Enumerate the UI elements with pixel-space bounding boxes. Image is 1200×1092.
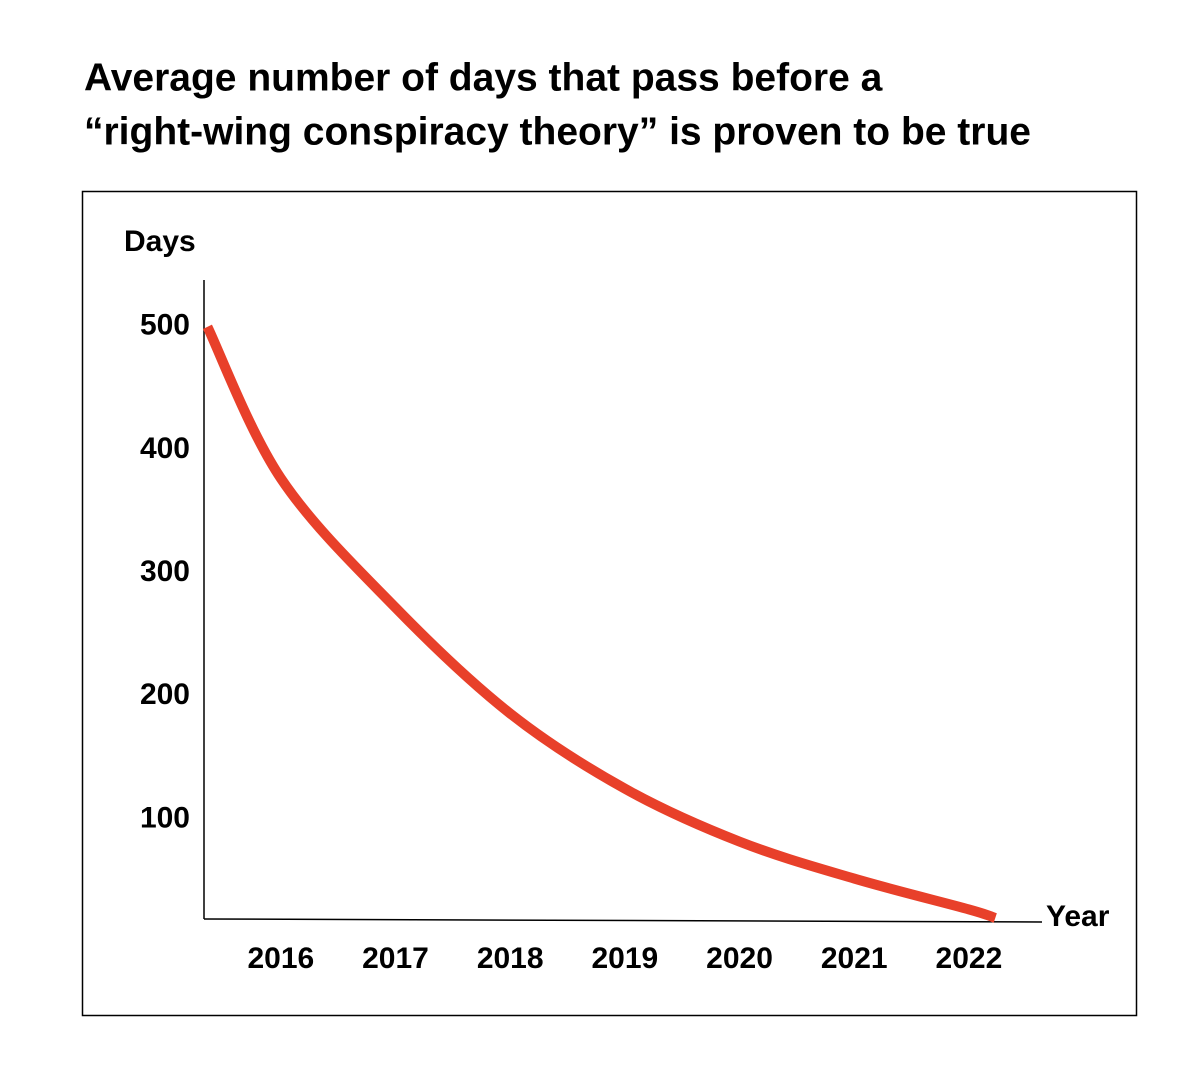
x-tick-label: 2020 bbox=[706, 942, 773, 975]
x-tick-label: 2018 bbox=[477, 942, 544, 975]
x-axis-label: Year bbox=[1046, 900, 1110, 933]
y-axis-label: Days bbox=[124, 225, 196, 258]
y-tick-label: 200 bbox=[140, 678, 190, 711]
x-tick-label: 2021 bbox=[821, 942, 888, 975]
chart-frame bbox=[81, 190, 1138, 1017]
chart-title: Average number of days that pass before … bbox=[84, 56, 883, 99]
y-tick-label: 100 bbox=[140, 801, 190, 834]
y-tick-label: 400 bbox=[140, 432, 190, 465]
x-tick-label: 2019 bbox=[591, 942, 658, 975]
line-series bbox=[202, 324, 997, 923]
x-tick-label: 2016 bbox=[247, 942, 314, 975]
y-tick-label: 300 bbox=[140, 555, 190, 588]
x-tick-label: 2017 bbox=[362, 942, 429, 975]
x-tick-label: 2022 bbox=[936, 942, 1003, 975]
chart-title: “right-wing conspiracy theory” is proven… bbox=[84, 110, 1031, 153]
x-axis bbox=[203, 918, 1043, 923]
y-tick-label: 500 bbox=[140, 309, 190, 342]
